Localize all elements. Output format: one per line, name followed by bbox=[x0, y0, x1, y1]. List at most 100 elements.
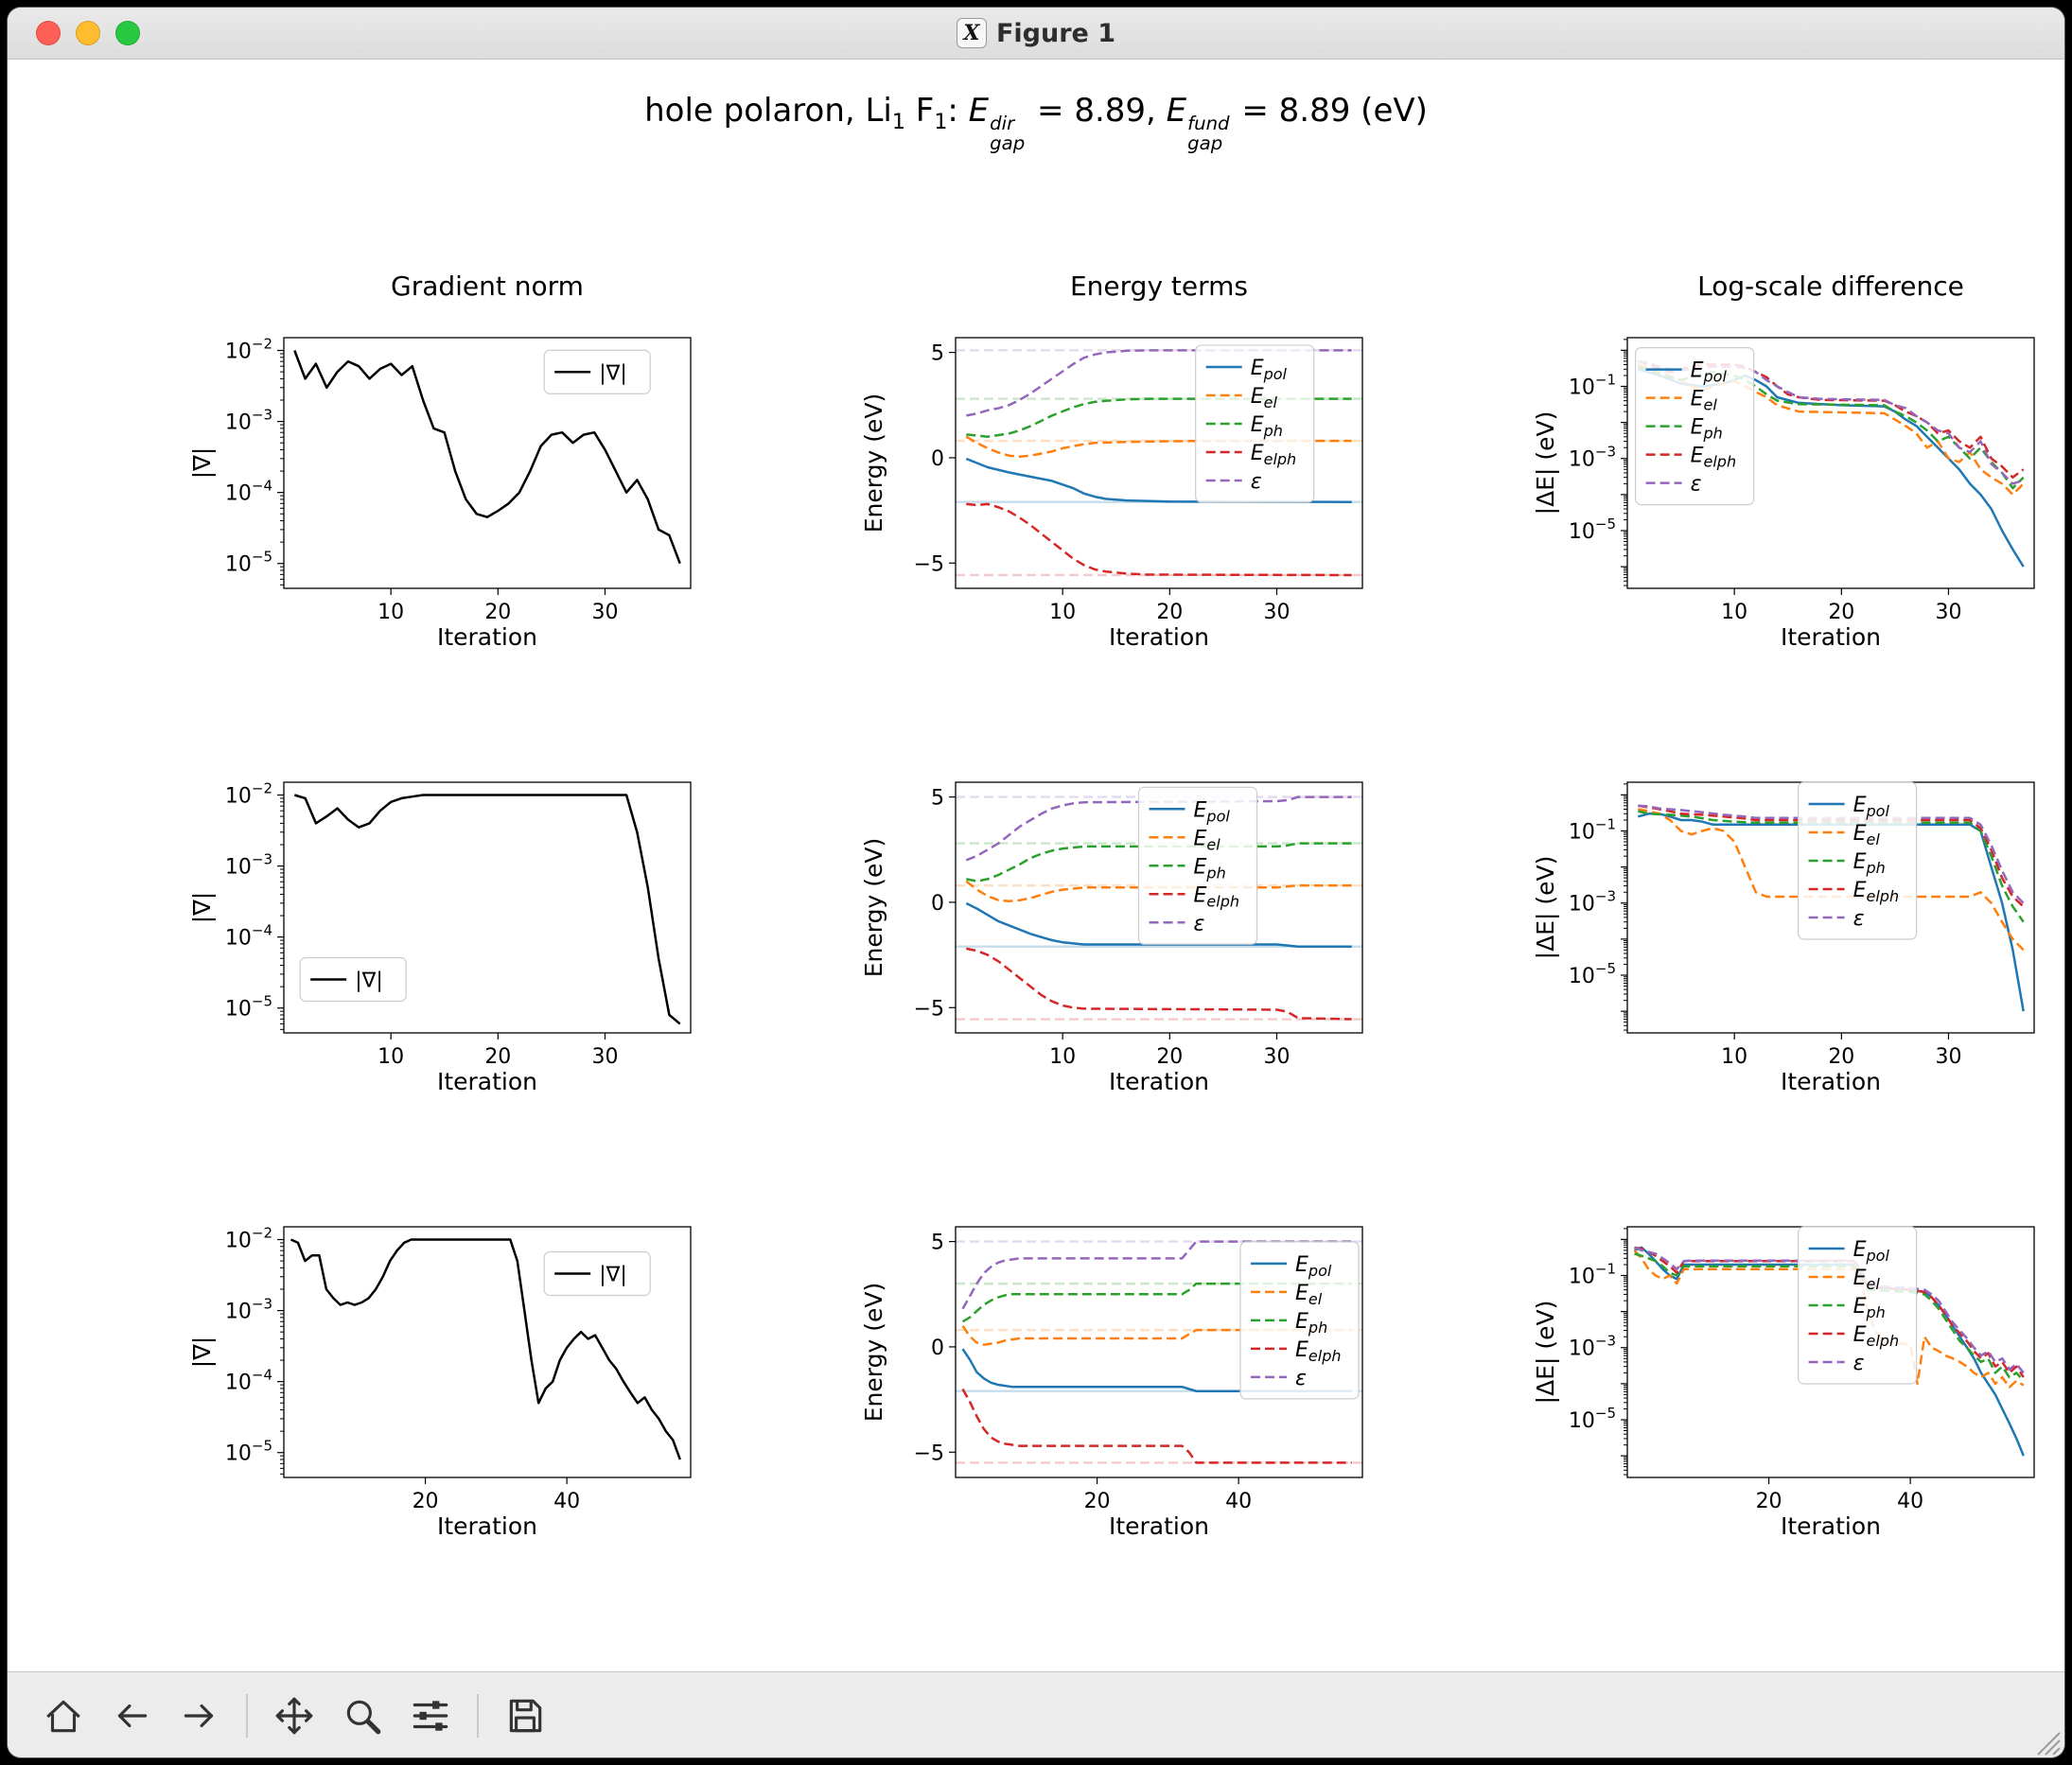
svg-text:20: 20 bbox=[1156, 601, 1183, 624]
svg-text:10−5: 10−5 bbox=[225, 1438, 272, 1466]
svg-text:Epol: Epol bbox=[1691, 359, 1728, 386]
svg-text:−5: −5 bbox=[914, 1442, 944, 1466]
svg-text:0: 0 bbox=[931, 1337, 944, 1360]
svg-text:10−5: 10−5 bbox=[225, 993, 272, 1022]
svg-text:10−2: 10−2 bbox=[225, 780, 272, 809]
configure-subplots-button[interactable] bbox=[409, 1694, 452, 1738]
back-button[interactable] bbox=[110, 1694, 153, 1738]
svg-text:20: 20 bbox=[1156, 1045, 1183, 1069]
svg-text:Epol: Epol bbox=[1295, 1253, 1332, 1280]
svg-text:Iteration: Iteration bbox=[1109, 1068, 1209, 1095]
svg-text:10−3: 10−3 bbox=[225, 1296, 272, 1324]
save-button[interactable] bbox=[503, 1694, 547, 1738]
svg-text:10−1: 10−1 bbox=[1569, 816, 1616, 845]
x11-icon: X bbox=[956, 18, 987, 48]
home-button[interactable] bbox=[42, 1694, 85, 1738]
svg-text:ε: ε bbox=[1853, 907, 1865, 931]
svg-text:|∇|: |∇| bbox=[355, 970, 383, 993]
subplot-energy-terms-row1: 10 20 30 −5 0 5 Iteration Energy (eV) Energy ter… bbox=[860, 271, 1363, 651]
svg-text:Eph: Eph bbox=[1295, 1310, 1327, 1337]
svg-text:Eel: Eel bbox=[1194, 828, 1221, 854]
svg-text:10−5: 10−5 bbox=[1569, 516, 1616, 544]
svg-text:5: 5 bbox=[931, 1232, 944, 1255]
svg-text:Iteration: Iteration bbox=[1781, 1512, 1881, 1540]
svg-text:10−3: 10−3 bbox=[1569, 888, 1616, 917]
svg-text:ε: ε bbox=[1295, 1367, 1307, 1390]
svg-text:Eelph: Eelph bbox=[1853, 879, 1900, 905]
svg-text:10−5: 10−5 bbox=[225, 549, 272, 577]
svg-text:30: 30 bbox=[591, 1045, 618, 1069]
svg-text:Epol: Epol bbox=[1194, 799, 1231, 826]
forward-arrow-icon bbox=[184, 1704, 214, 1728]
svg-text:0: 0 bbox=[931, 447, 944, 471]
resize-grip[interactable] bbox=[2034, 1729, 2061, 1756]
zoom-window-button[interactable] bbox=[115, 21, 140, 45]
svg-text:Gradient norm: Gradient norm bbox=[391, 271, 584, 302]
svg-text:Eelph: Eelph bbox=[1853, 1323, 1900, 1350]
window-title-group: X Figure 1 bbox=[956, 18, 1115, 48]
svg-text:Iteration: Iteration bbox=[437, 1068, 537, 1095]
svg-text:20: 20 bbox=[484, 1045, 511, 1069]
sliders-icon bbox=[413, 1701, 448, 1731]
window-titlebar: X Figure 1 bbox=[8, 8, 2064, 60]
navigation-toolbar bbox=[8, 1671, 2064, 1757]
svg-text:10−5: 10−5 bbox=[1569, 1405, 1616, 1433]
svg-text:Iteration: Iteration bbox=[1109, 623, 1209, 651]
svg-text:10−5: 10−5 bbox=[1569, 960, 1616, 988]
svg-text:−5: −5 bbox=[914, 553, 944, 577]
svg-text:|∇|: |∇| bbox=[599, 1264, 627, 1287]
svg-text:Eel: Eel bbox=[1853, 1267, 1881, 1293]
close-button[interactable] bbox=[36, 21, 61, 45]
back-arrow-icon bbox=[117, 1704, 148, 1728]
svg-text:ε: ε bbox=[1853, 1352, 1865, 1375]
svg-text:Eph: Eph bbox=[1691, 416, 1723, 443]
svg-text:10−3: 10−3 bbox=[1569, 444, 1616, 472]
svg-text:Epol: Epol bbox=[1251, 357, 1288, 383]
svg-text:|∇|: |∇| bbox=[188, 892, 216, 924]
svg-text:Eelph: Eelph bbox=[1295, 1338, 1342, 1365]
svg-text:Energy (eV): Energy (eV) bbox=[860, 838, 887, 977]
forward-button[interactable] bbox=[178, 1694, 221, 1738]
svg-text:30: 30 bbox=[591, 601, 618, 624]
svg-text:Eph: Eph bbox=[1853, 850, 1886, 877]
svg-text:Eel: Eel bbox=[1691, 388, 1718, 414]
svg-text:Iteration: Iteration bbox=[1781, 1068, 1881, 1095]
svg-text:10−4: 10−4 bbox=[225, 1367, 272, 1395]
svg-text:10−3: 10−3 bbox=[225, 407, 272, 435]
svg-text:10−4: 10−4 bbox=[225, 478, 272, 506]
svg-text:20: 20 bbox=[1828, 1045, 1854, 1069]
toolbar-separator bbox=[477, 1694, 479, 1738]
svg-text:10: 10 bbox=[378, 601, 404, 624]
svg-text:5: 5 bbox=[931, 342, 944, 366]
svg-text:Eph: Eph bbox=[1194, 856, 1226, 882]
svg-text:Eel: Eel bbox=[1251, 385, 1278, 411]
zoom-magnifier-icon bbox=[346, 1700, 381, 1735]
svg-text:40: 40 bbox=[1225, 1490, 1252, 1513]
svg-text:Eph: Eph bbox=[1853, 1295, 1886, 1321]
svg-text:Energy terms: Energy terms bbox=[1070, 271, 1248, 302]
svg-text:−5: −5 bbox=[914, 998, 944, 1022]
svg-text:Eelph: Eelph bbox=[1194, 884, 1240, 911]
svg-text:10−3: 10−3 bbox=[1569, 1333, 1616, 1361]
svg-text:30: 30 bbox=[1263, 601, 1290, 624]
subplot-log-diff-row2: 10 20 30 10−5 10−3 10−1 Iteration |ΔE| (eV) Epol… bbox=[1532, 781, 2035, 1095]
svg-text:30: 30 bbox=[1263, 1045, 1290, 1069]
minimize-button[interactable] bbox=[76, 21, 100, 45]
zoom-button[interactable] bbox=[341, 1694, 384, 1738]
svg-text:20: 20 bbox=[484, 601, 511, 624]
svg-text:ε: ε bbox=[1691, 473, 1702, 497]
svg-text:Eph: Eph bbox=[1251, 413, 1283, 440]
svg-text:Energy (eV): Energy (eV) bbox=[860, 393, 887, 533]
subplot-gradient-norm-row1: 10 20 30 10−5 10−4 10−3 10−2 Iteration |∇| Gradie… bbox=[188, 271, 692, 651]
pan-button[interactable] bbox=[272, 1694, 316, 1738]
home-icon bbox=[46, 1700, 80, 1733]
subplot-gradient-norm-row3: 20 40 10−5 10−4 10−3 10−2 Iteration |∇| |∇| bbox=[188, 1225, 692, 1540]
subplot-log-diff-row1: 10 20 30 10−5 10−3 10−1 Iteration |ΔE| (eV) Log-… bbox=[1532, 271, 2035, 651]
svg-text:Epol: Epol bbox=[1853, 1238, 1890, 1265]
svg-text:20: 20 bbox=[1084, 1490, 1111, 1513]
svg-text:10: 10 bbox=[1721, 601, 1747, 624]
